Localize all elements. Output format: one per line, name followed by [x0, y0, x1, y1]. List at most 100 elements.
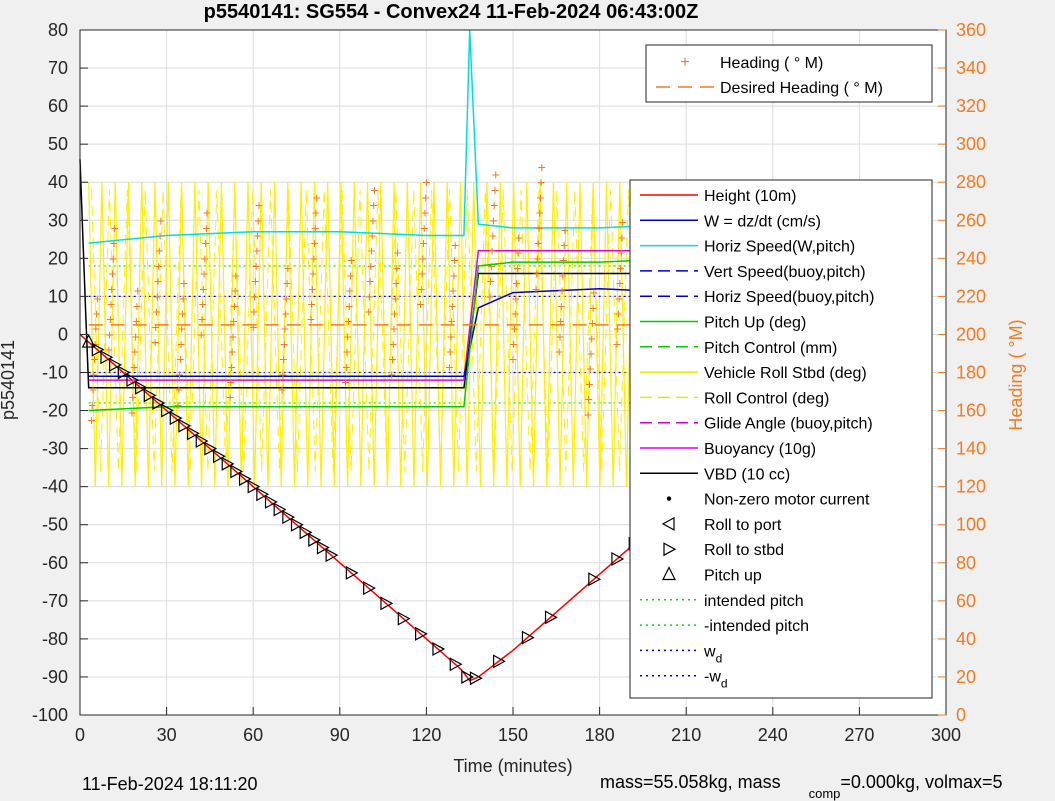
heading-point: +: [110, 235, 118, 251]
heading-point: +: [392, 275, 400, 291]
heading-point: +: [486, 288, 494, 304]
legend-label-sub: d: [716, 651, 723, 665]
heading-point: +: [448, 313, 456, 329]
heading-point: +: [367, 243, 375, 259]
legend-label: Vehicle Roll Stbd (deg): [704, 365, 867, 382]
heading-point: +: [91, 336, 99, 352]
x-tick-label: 270: [844, 725, 874, 745]
heading-point: +: [151, 334, 159, 350]
heading-point: +: [513, 260, 521, 276]
legend-label: Roll to stbd: [704, 542, 784, 559]
heading-point: +: [555, 344, 563, 360]
heading-point: +: [92, 321, 100, 337]
y-tick-label-right: 0: [956, 705, 966, 725]
heading-point: +: [203, 205, 211, 221]
heading-point: +: [251, 273, 259, 289]
y-tick-label-left: -60: [42, 553, 68, 573]
heading-point: +: [107, 296, 115, 312]
heading-point: +: [252, 258, 260, 274]
heading-point: +: [514, 245, 522, 261]
legend-label: Vert Speed(buoy,pitch): [704, 264, 866, 281]
heading-point: +: [391, 290, 399, 306]
heading-point: +: [342, 359, 350, 375]
heading-point: +: [450, 267, 458, 283]
heading-point: +: [614, 306, 622, 322]
mass-rest: =0.000kg, volmax=5: [840, 772, 1003, 792]
heading-point: +: [511, 306, 519, 322]
heading-point: +: [174, 397, 182, 413]
y-tick-label-left: -20: [42, 401, 68, 421]
legend-main-box: [629, 179, 933, 699]
heading-point: +: [90, 366, 98, 382]
heading-point: +: [128, 404, 136, 420]
roll-stbd-marker: [186, 426, 200, 441]
y-tick-label-left: -100: [32, 705, 68, 725]
heading-point: +: [255, 197, 263, 213]
heading-point: +: [447, 328, 455, 344]
heading-point: +: [201, 235, 209, 251]
heading-point: +: [228, 344, 236, 360]
heading-point: +: [418, 266, 426, 282]
x-tick-label: 240: [758, 725, 788, 745]
heading-point: +: [226, 389, 234, 405]
roll-stbd-marker: [299, 525, 313, 540]
heading-point: +: [532, 281, 540, 297]
heading-point: +: [538, 159, 546, 175]
heading-point: +: [388, 366, 396, 382]
y-tick-label-right: 20: [956, 667, 976, 687]
heading-point: +: [201, 250, 209, 266]
heading-point: +: [130, 359, 138, 375]
heading-point: +: [232, 267, 240, 283]
roll-stbd-marker: [588, 572, 602, 587]
heading-point: +: [370, 197, 378, 213]
legend-heading-box: [645, 44, 933, 103]
heading-point: +: [175, 382, 183, 398]
heading-point: +: [152, 319, 160, 335]
heading-point: +: [513, 275, 521, 291]
x-tick-label: 90: [330, 725, 350, 745]
heading-point: +: [487, 258, 495, 274]
heading-point: +: [309, 266, 317, 282]
heading-point: +: [93, 306, 101, 322]
heading-point: +: [254, 212, 262, 228]
heading-point: +: [449, 283, 457, 299]
x-axis: 0 30 60 90 120 150 180 210 240 270 300: [75, 707, 961, 745]
x-tick-label: 0: [75, 725, 85, 745]
heading-point: +: [419, 250, 427, 266]
legend-label: Roll to port: [704, 517, 782, 534]
heading-point: +: [366, 273, 374, 289]
heading-point: +: [108, 266, 116, 282]
heading-point: +: [153, 288, 161, 304]
heading-point: +: [515, 229, 523, 245]
heading-point: +: [419, 235, 427, 251]
y-tick-label-left: 10: [48, 286, 68, 306]
roll-stbd-marker: [316, 540, 330, 555]
heading-point: +: [307, 311, 315, 327]
x-tick-label: 60: [243, 725, 263, 745]
y-tick-label-left: 80: [48, 20, 68, 40]
heading-point: +: [488, 243, 496, 259]
heading-point: +: [177, 336, 185, 352]
heading-point: +: [584, 406, 592, 422]
y-tick-label-left: 30: [48, 210, 68, 230]
heading-point: +: [253, 243, 261, 259]
roll-stbd-marker: [544, 610, 558, 625]
legend-label: Glide Angle (buoy,pitch): [704, 416, 873, 433]
heading-point: +: [559, 252, 567, 268]
legend-symbol: [663, 542, 677, 557]
roll-stbd-marker: [290, 517, 304, 532]
heading-point: +: [202, 220, 210, 236]
y-tick-label-right: 140: [956, 439, 986, 459]
roll-stbd-marker: [109, 357, 122, 372]
legend-symbol: [666, 496, 672, 501]
roll-stbd-marker: [135, 380, 148, 395]
roll-stbd-marker: [204, 441, 218, 456]
heading-point: +: [585, 391, 593, 407]
y-tick-label-left: 0: [58, 324, 68, 344]
heading-point: +: [105, 326, 113, 342]
heading-point: +: [89, 382, 97, 398]
y-tick-label-left: 60: [48, 96, 68, 116]
heading-point: +: [534, 235, 542, 251]
x-tick-label: 300: [931, 725, 961, 745]
heading-point: +: [279, 366, 287, 382]
